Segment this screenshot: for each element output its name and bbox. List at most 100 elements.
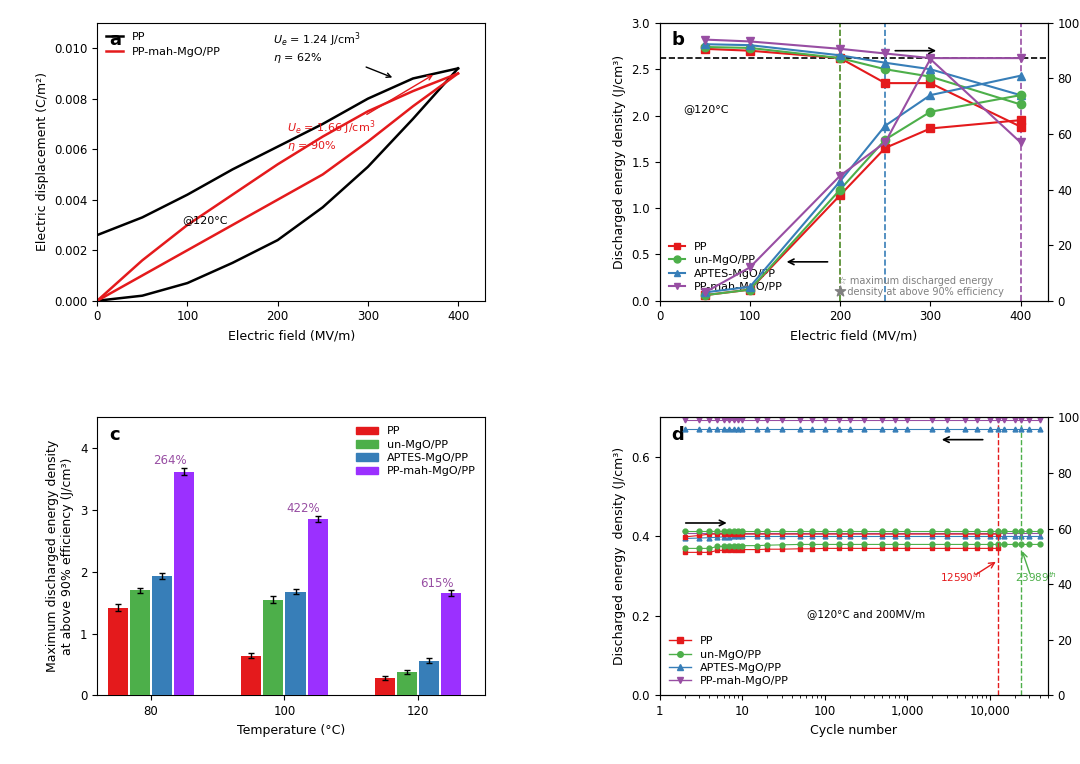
APTES-MgO/PP bbox=[1034, 532, 1047, 541]
Text: 23989$^{th}$: 23989$^{th}$ bbox=[1015, 571, 1057, 584]
un-MgO/PP bbox=[843, 540, 856, 549]
un-MgO/PP bbox=[941, 540, 954, 549]
PP-mah-MgO/PP bbox=[692, 528, 705, 537]
un-MgO/PP bbox=[735, 541, 748, 550]
Y-axis label: Electric displacement (C/m²): Electric displacement (C/m²) bbox=[36, 73, 49, 251]
un-MgO/PP bbox=[998, 540, 1011, 549]
PP-mah-MgO/PP bbox=[858, 528, 870, 537]
PP bbox=[728, 545, 741, 555]
PP bbox=[723, 545, 735, 555]
un-MgO/PP bbox=[1015, 540, 1028, 549]
APTES-MgO/PP bbox=[941, 532, 954, 541]
Bar bbox=[285, 591, 306, 695]
PP-mah-MgO/PP bbox=[876, 528, 889, 537]
Text: b: b bbox=[672, 31, 685, 49]
Point bbox=[832, 286, 849, 298]
Legend: PP, un-MgO/PP, APTES-MgO/PP, PP-mah-MgO/PP: PP, un-MgO/PP, APTES-MgO/PP, PP-mah-MgO/… bbox=[665, 633, 792, 690]
un-MgO/PP bbox=[833, 540, 846, 549]
Text: @120°C: @120°C bbox=[183, 215, 228, 225]
APTES-MgO/PP bbox=[858, 532, 870, 541]
APTES-MgO/PP bbox=[1015, 532, 1028, 541]
X-axis label: Cycle number: Cycle number bbox=[810, 724, 897, 736]
Bar bbox=[108, 607, 127, 695]
APTES-MgO/PP bbox=[926, 532, 939, 541]
Bar bbox=[397, 672, 417, 695]
PP-mah-MgO/PP bbox=[959, 528, 972, 537]
Bar bbox=[174, 471, 193, 695]
un-MgO/PP bbox=[760, 541, 773, 550]
Text: c: c bbox=[109, 426, 120, 444]
APTES-MgO/PP bbox=[819, 532, 832, 541]
Text: 422%: 422% bbox=[287, 502, 321, 515]
PP-mah-MgO/PP bbox=[723, 528, 735, 537]
Bar bbox=[151, 576, 172, 695]
PP-mah-MgO/PP bbox=[984, 528, 997, 537]
Y-axis label: Discharged energy  density (J/cm³): Discharged energy density (J/cm³) bbox=[612, 447, 625, 665]
APTES-MgO/PP bbox=[692, 533, 705, 542]
APTES-MgO/PP bbox=[794, 532, 807, 541]
APTES-MgO/PP bbox=[735, 532, 748, 541]
un-MgO/PP bbox=[751, 541, 764, 550]
PP-mah-MgO/PP bbox=[819, 528, 832, 537]
PP bbox=[959, 544, 972, 553]
PP-mah-MgO/PP bbox=[1015, 528, 1028, 537]
Bar bbox=[241, 656, 261, 695]
Legend: PP, un-MgO/PP, APTES-MgO/PP, PP-mah-MgO/PP: PP, un-MgO/PP, APTES-MgO/PP, PP-mah-MgO/… bbox=[665, 238, 786, 295]
APTES-MgO/PP bbox=[1023, 532, 1036, 541]
un-MgO/PP bbox=[717, 542, 730, 551]
PP bbox=[760, 545, 773, 554]
APTES-MgO/PP bbox=[775, 532, 788, 541]
APTES-MgO/PP bbox=[703, 533, 716, 542]
PP-mah-MgO/PP bbox=[735, 528, 748, 537]
PP bbox=[703, 548, 716, 557]
X-axis label: Electric field (MV/m): Electric field (MV/m) bbox=[789, 329, 917, 342]
APTES-MgO/PP bbox=[1009, 532, 1022, 541]
Line: PP: PP bbox=[683, 546, 1000, 555]
PP-mah-MgO/PP bbox=[1009, 528, 1022, 537]
APTES-MgO/PP bbox=[751, 532, 764, 541]
Bar bbox=[442, 594, 461, 695]
PP bbox=[717, 545, 730, 555]
un-MgO/PP bbox=[1009, 540, 1022, 549]
Y-axis label: Discharged energy density (J/cm³): Discharged energy density (J/cm³) bbox=[612, 55, 625, 269]
PP-mah-MgO/PP bbox=[775, 528, 788, 537]
PP bbox=[732, 545, 745, 555]
APTES-MgO/PP bbox=[728, 532, 741, 541]
un-MgO/PP bbox=[959, 540, 972, 549]
PP bbox=[941, 544, 954, 553]
PP-mah-MgO/PP bbox=[703, 528, 716, 537]
PP bbox=[775, 545, 788, 554]
PP-mah-MgO/PP bbox=[926, 528, 939, 537]
Bar bbox=[264, 600, 283, 695]
PP-mah-MgO/PP bbox=[888, 528, 901, 537]
APTES-MgO/PP bbox=[984, 532, 997, 541]
APTES-MgO/PP bbox=[717, 533, 730, 542]
PP-mah-MgO/PP bbox=[711, 528, 724, 537]
Line: APTES-MgO/PP: APTES-MgO/PP bbox=[683, 534, 1042, 541]
PP bbox=[843, 544, 856, 553]
Line: PP-mah-MgO/PP: PP-mah-MgO/PP bbox=[683, 530, 1042, 535]
PP-mah-MgO/PP bbox=[794, 528, 807, 537]
PP-mah-MgO/PP bbox=[717, 528, 730, 537]
PP-mah-MgO/PP bbox=[751, 528, 764, 537]
APTES-MgO/PP bbox=[760, 532, 773, 541]
Text: 12590$^{th}$: 12590$^{th}$ bbox=[940, 571, 982, 584]
un-MgO/PP bbox=[971, 540, 984, 549]
un-MgO/PP bbox=[711, 542, 724, 551]
Text: d: d bbox=[672, 426, 684, 444]
PP-mah-MgO/PP bbox=[998, 528, 1011, 537]
un-MgO/PP bbox=[775, 540, 788, 549]
PP bbox=[888, 544, 901, 553]
PP bbox=[991, 544, 1004, 553]
APTES-MgO/PP bbox=[991, 532, 1004, 541]
PP-mah-MgO/PP bbox=[678, 528, 691, 537]
Y-axis label: Maximum discharged energy density
at above 90% efficiency (J/cm³): Maximum discharged energy density at abo… bbox=[46, 440, 75, 672]
PP-mah-MgO/PP bbox=[843, 528, 856, 537]
APTES-MgO/PP bbox=[998, 532, 1011, 541]
APTES-MgO/PP bbox=[901, 532, 914, 541]
APTES-MgO/PP bbox=[833, 532, 846, 541]
PP-mah-MgO/PP bbox=[728, 528, 741, 537]
APTES-MgO/PP bbox=[971, 532, 984, 541]
un-MgO/PP bbox=[888, 540, 901, 549]
Legend: PP, PP-mah-MgO/PP: PP, PP-mah-MgO/PP bbox=[103, 28, 224, 60]
